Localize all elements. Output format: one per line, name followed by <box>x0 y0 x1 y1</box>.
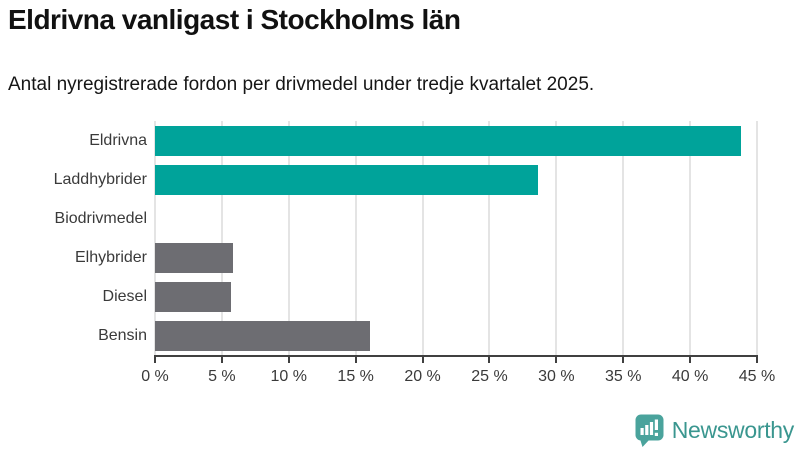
chart-title: Eldrivna vanligast i Stockholms län <box>8 4 461 35</box>
x-axis-tick-label: 45 % <box>738 368 776 385</box>
x-axis-tick-label: 35 % <box>604 368 642 385</box>
gridline <box>756 121 758 356</box>
x-axis-tick-label: 20 % <box>404 368 441 385</box>
bar-laddhybrider <box>155 164 538 195</box>
bar-row <box>155 317 757 356</box>
bar-row <box>155 278 757 317</box>
x-axis-tick-label: 0 % <box>141 368 169 385</box>
x-axis-line <box>154 355 758 357</box>
plot-area <box>154 121 758 356</box>
x-axis-tick-mark <box>287 357 290 363</box>
gridline <box>287 121 290 356</box>
gridline <box>421 121 424 356</box>
x-axis: 0 % 5 % 10 % 15 % 20 % 25 % 30 % 35 % 40 % 45 % <box>141 357 775 397</box>
x-axis-tick-label: 10 % <box>270 368 307 385</box>
gridline <box>220 121 223 356</box>
x-axis-tick-mark <box>354 357 357 363</box>
x-axis-tick-mark <box>756 357 758 363</box>
x-axis-tick-label: 25 % <box>471 368 508 385</box>
newsworthy-logo-text: Newsworthy <box>671 417 795 443</box>
x-axis-tick-mark <box>220 357 223 363</box>
x-axis-tick-mark <box>622 357 625 363</box>
x-axis-tick-label: 30 % <box>538 368 575 385</box>
x-axis-tick-label: 40 % <box>671 368 709 385</box>
x-axis-tick-mark <box>689 357 692 363</box>
gridline <box>555 121 558 356</box>
bar-row <box>155 199 757 238</box>
y-axis-label: Diesel <box>102 288 147 306</box>
x-axis-tick-label: 5 % <box>208 368 236 385</box>
y-axis-label: Elhybrider <box>74 249 147 267</box>
gridline <box>689 121 692 356</box>
gridline <box>154 121 156 356</box>
bar-row <box>155 239 757 278</box>
x-axis-tick-mark <box>555 357 558 363</box>
bar-elhybrider <box>155 243 233 274</box>
bar-chart-speech-bubble-icon <box>635 414 664 447</box>
bar-row <box>155 121 757 160</box>
y-axis-label: Bensin <box>98 327 147 345</box>
gridline <box>354 121 357 356</box>
x-axis-tick-mark <box>488 357 491 363</box>
bars-container <box>155 121 757 356</box>
y-axis-label: Biodrivmedel <box>54 209 147 227</box>
x-axis-tick-mark <box>421 357 424 363</box>
x-axis-tick-label: 15 % <box>337 368 374 385</box>
bar-diesel <box>155 282 232 313</box>
gridline <box>488 121 491 356</box>
newsworthy-logo[interactable]: Newsworthy <box>635 414 794 447</box>
bar-bensin <box>155 321 371 352</box>
bar-row <box>155 160 757 199</box>
bar-eldrivna <box>155 125 741 156</box>
gridline <box>622 121 625 356</box>
chart-subtitle: Antal nyregistrerade fordon per drivmede… <box>8 74 595 95</box>
x-axis-tick-mark <box>154 357 156 363</box>
y-axis-label: Eldrivna <box>89 131 147 149</box>
y-axis-label: Laddhybrider <box>53 170 147 188</box>
y-axis-labels: Eldrivna Laddhybrider Biodrivmedel Elhybrid… <box>0 121 147 356</box>
